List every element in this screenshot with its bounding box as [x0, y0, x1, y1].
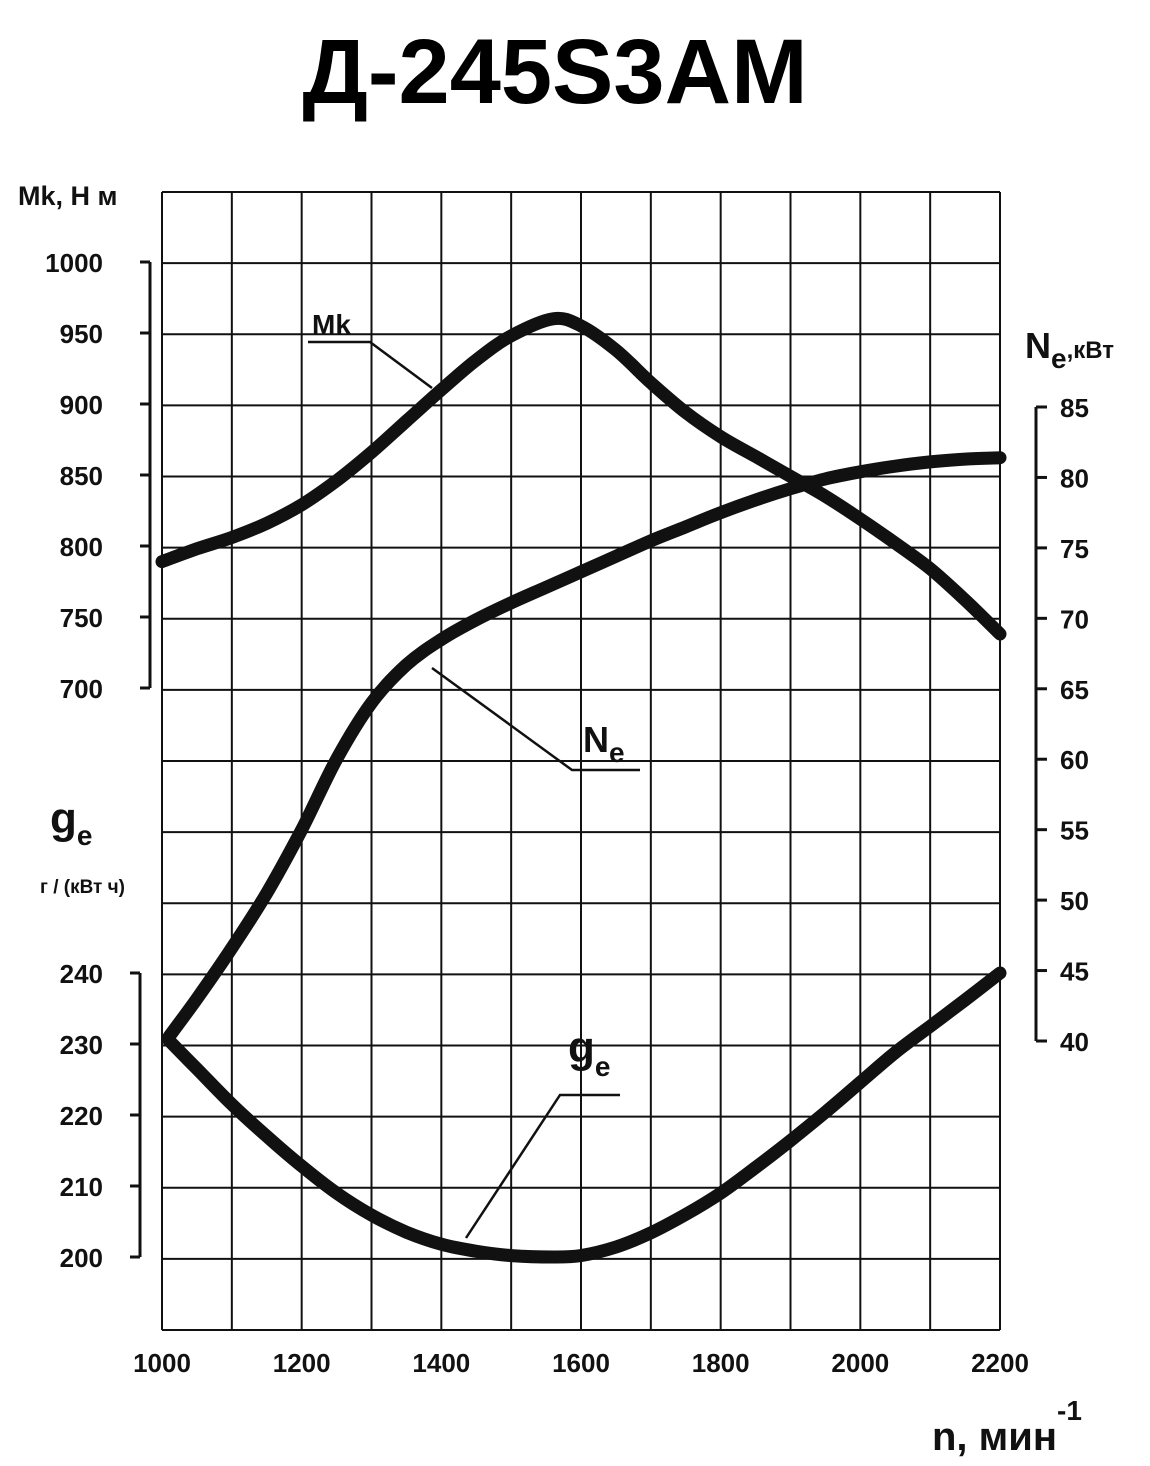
- power-tick-label: 60: [1060, 745, 1089, 775]
- consumption-axis-label: ge: [50, 794, 92, 851]
- torque-tick-label: 850: [60, 461, 103, 491]
- power-tick-label: 85: [1060, 393, 1089, 423]
- x-tick-label: 2200: [971, 1348, 1029, 1378]
- torque-series-label: Mk: [312, 309, 351, 340]
- consumption-axis-unit: г / (кВт ч): [40, 877, 125, 898]
- x-tick-label: 2000: [831, 1348, 889, 1378]
- curve-callouts: Mk Ne ge: [308, 309, 640, 1239]
- consumption-tick-label: 200: [60, 1243, 103, 1273]
- chart-title: Д-245S3AM: [302, 21, 807, 123]
- torque-tick-label: 1000: [45, 248, 103, 278]
- power-tick-label: 55: [1060, 816, 1089, 846]
- tick-labels: 1000 950 900 850 800 750 700 240 230 220 210 200 85 8…: [45, 248, 1089, 1378]
- power-tick-label: 80: [1060, 463, 1089, 493]
- power-tick-label: 65: [1060, 675, 1089, 705]
- torque-curve: [155, 311, 1007, 641]
- power-tick-label: 40: [1060, 1027, 1089, 1057]
- power-tick-label: 75: [1060, 534, 1089, 564]
- x-axis-label: n, мин-1: [932, 1395, 1082, 1459]
- power-tick-label: 45: [1060, 957, 1089, 987]
- power-callout-leader: [431, 666, 640, 772]
- plot-grid: [161, 191, 1001, 1331]
- x-tick-label: 1400: [412, 1348, 470, 1378]
- power-tick-label: 70: [1060, 604, 1089, 634]
- power-axis-label: Ne,кВт: [1025, 325, 1114, 374]
- torque-tick-label: 700: [60, 674, 103, 704]
- torque-tick-label: 900: [60, 390, 103, 420]
- x-tick-label: 1200: [273, 1348, 331, 1378]
- power-curve: [162, 451, 1007, 1044]
- consumption-tick-label: 220: [60, 1101, 103, 1131]
- power-tick-label: 50: [1060, 886, 1089, 916]
- x-tick-label: 1000: [133, 1348, 191, 1378]
- x-tick-label: 1600: [552, 1348, 610, 1378]
- torque-tick-label: 750: [60, 603, 103, 633]
- consumption-tick-label: 230: [60, 1030, 103, 1060]
- consumption-curve: [162, 966, 1007, 1264]
- torque-tick-label: 800: [60, 532, 103, 562]
- consumption-series-label: ge: [568, 1023, 610, 1082]
- power-series-label: Ne: [583, 719, 625, 768]
- torque-callout-leader: [308, 340, 433, 390]
- consumption-callout-leader: [464, 1093, 620, 1239]
- torque-tick-label: 950: [60, 319, 103, 349]
- data-curves: [155, 311, 1007, 1264]
- axis-labels: Mk, Н м Ne,кВт ge г / (кВт ч) n, мин-1: [18, 181, 1114, 1459]
- torque-axis-label: Mk, Н м: [18, 181, 117, 211]
- axes: [130, 260, 1047, 1259]
- consumption-tick-label: 210: [60, 1172, 103, 1202]
- x-tick-label: 1800: [692, 1348, 750, 1378]
- consumption-tick-label: 240: [60, 959, 103, 989]
